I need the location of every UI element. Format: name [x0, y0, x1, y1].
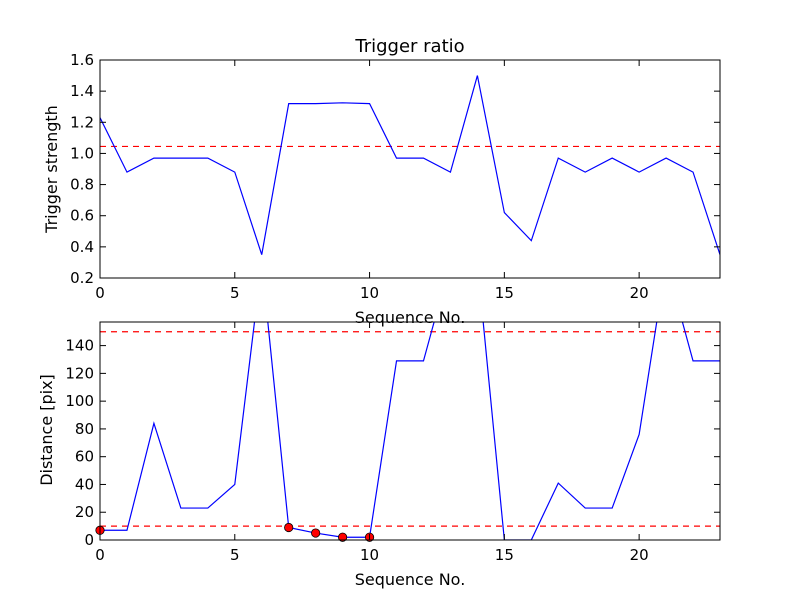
y-tick-label: 1.2 [70, 113, 94, 131]
y-tick-label: 1.4 [70, 82, 94, 100]
x-tick-label: 0 [95, 284, 105, 302]
x-tick-label: 20 [630, 284, 649, 302]
x-tick-label: 20 [630, 546, 649, 564]
series-line [100, 75, 720, 255]
y-tick-label: 40 [75, 475, 94, 493]
y-axis-label: Distance [pix] [37, 374, 56, 486]
y-tick-label: 140 [65, 337, 94, 355]
y-tick-label: 20 [75, 503, 94, 521]
x-tick-label: 10 [360, 546, 379, 564]
y-tick-label: 60 [75, 448, 94, 466]
y-tick-label: 120 [65, 364, 94, 382]
y-tick-label: 100 [65, 392, 94, 410]
x-tick-label: 10 [360, 284, 379, 302]
y-tick-label: 0 [84, 531, 94, 549]
x-tick-label: 5 [230, 284, 240, 302]
distance-plot: Distance [pix] Sequence No. 0 5 10 15 20 0 20 4… [37, 321, 721, 589]
plot-area [100, 322, 720, 540]
y-tick-label: 0.4 [70, 238, 94, 256]
y-tick-label: 1.6 [70, 51, 94, 69]
y-axis-label: Trigger strength [42, 105, 61, 234]
x-tick-label: 15 [495, 546, 514, 564]
data-point-marker [338, 532, 348, 542]
y-tick-label: 0.8 [70, 176, 94, 194]
data-point-marker [284, 522, 294, 533]
chart-title: Trigger ratio [354, 36, 464, 57]
plot-area [100, 75, 720, 255]
x-tick-label: 0 [95, 546, 105, 564]
data-point-marker [311, 528, 321, 538]
y-tick-label: 80 [75, 420, 94, 438]
axes-frame [99, 59, 721, 279]
y-tick-label: 1.0 [70, 144, 94, 162]
series-line [100, 322, 720, 540]
x-tick-label: 15 [495, 284, 514, 302]
axes-frame [99, 321, 721, 541]
y-tick-label: 0.6 [70, 207, 94, 225]
x-axis-label: Sequence No. [355, 570, 466, 589]
y-tick-label: 0.2 [70, 269, 94, 287]
x-tick-label: 5 [230, 546, 240, 564]
x-axis-label: Sequence No. [355, 308, 466, 327]
